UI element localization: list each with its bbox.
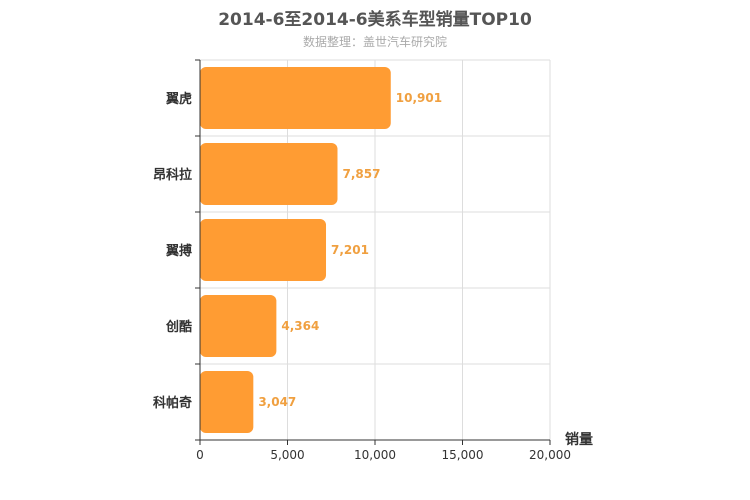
category-label: 创酷 [165,319,192,335]
category-label: 翼虎 [165,91,192,107]
x-axis-label: 销量 [565,431,593,448]
category-label: 昂科拉 [153,167,192,183]
bar [200,67,391,129]
bar-value-label: 7,857 [342,167,380,181]
bar [200,295,277,357]
bar-value-label: 10,901 [396,91,442,105]
bar-value-label: 4,364 [281,319,319,333]
bar [200,143,338,205]
chart-title: 2014-6至2014-6美系车型销量TOP10 [218,10,532,30]
bar [200,371,254,433]
bar-value-label: 3,047 [258,395,296,409]
x-tick-label: 5,000 [270,448,304,462]
bars-group: 10,901 7,857 7,201 4,364 3,047 [200,67,442,433]
chart-subtitle: 数据整理：盖世汽车研究院 [302,35,447,49]
category-label: 翼搏 [165,243,192,259]
x-tick-label: 15,000 [442,448,484,462]
x-tick-label: 10,000 [354,448,396,462]
x-tick-label: 0 [196,448,204,462]
bar [200,219,327,281]
x-tick-label: 20,000 [529,448,571,462]
bar-value-label: 7,201 [331,243,369,257]
category-label: 科帕奇 [153,395,192,411]
